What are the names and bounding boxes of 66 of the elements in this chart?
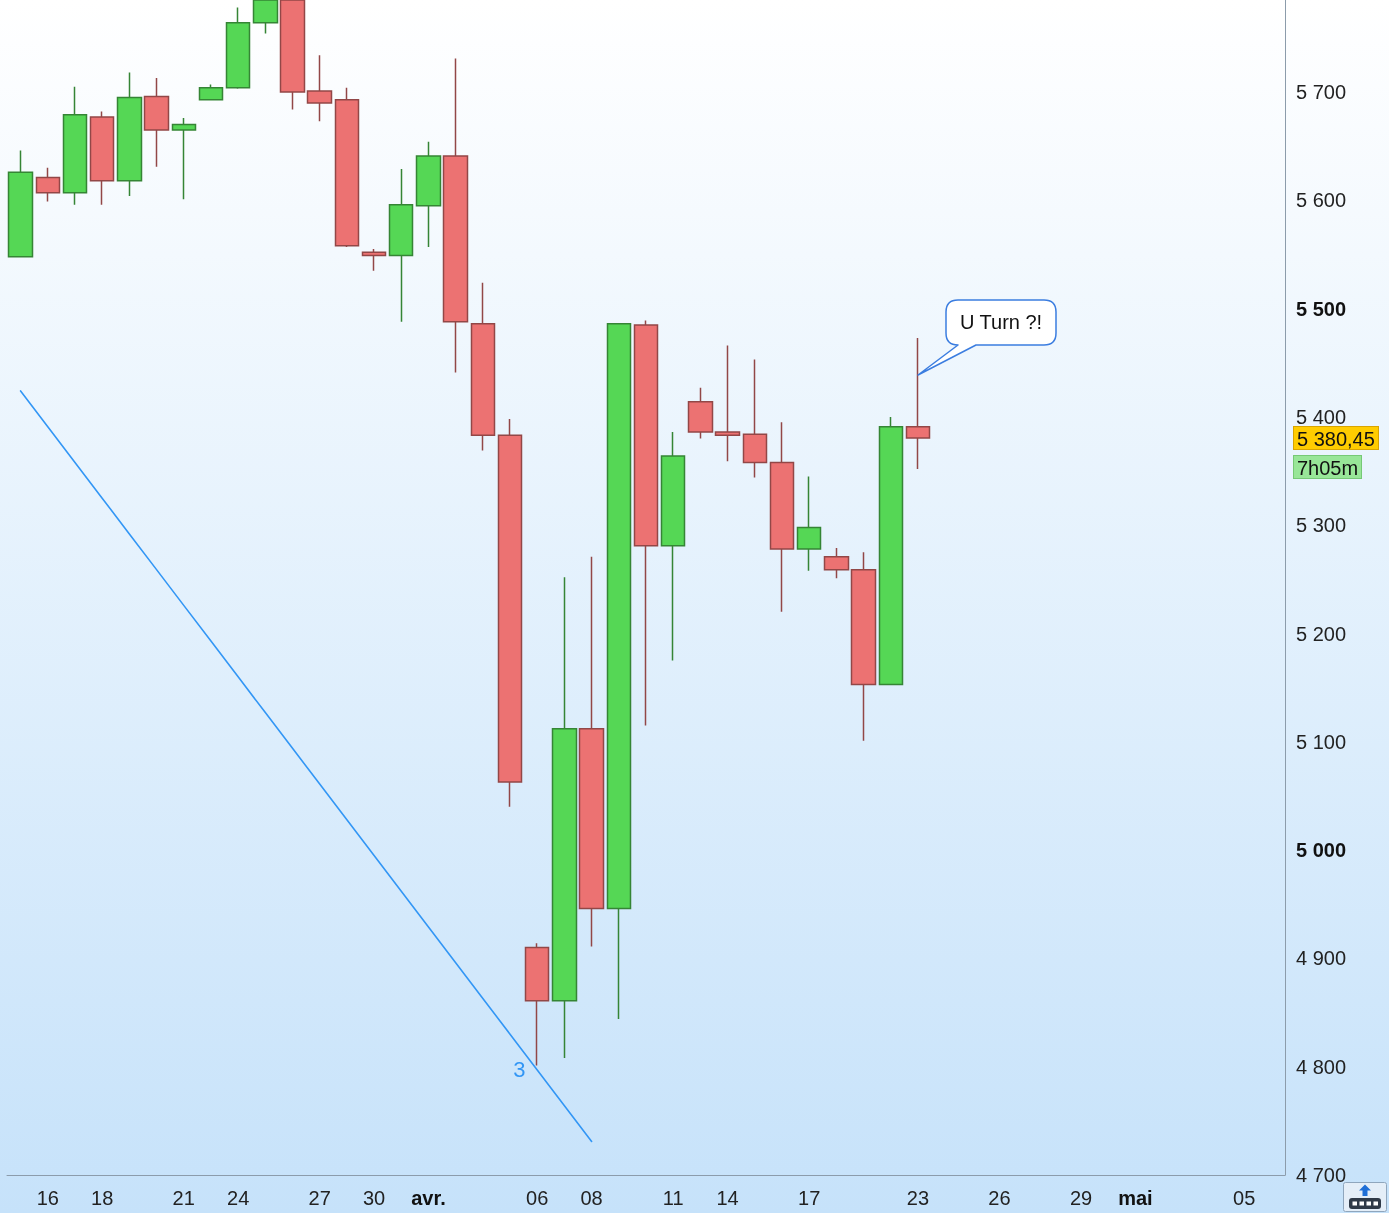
candlestick — [143, 77, 170, 168]
x-tick-label: 14 — [716, 1187, 739, 1209]
line-series — [19, 390, 593, 1143]
candlestick — [306, 54, 333, 123]
candlestick — [796, 475, 822, 572]
candlestick — [633, 319, 659, 727]
y-tick-label: 5 200 — [1296, 622, 1347, 645]
x-tick-label: avr. — [411, 1187, 446, 1209]
y-tick-label: 4 700 — [1296, 1164, 1347, 1186]
candlestick — [35, 167, 61, 203]
x-tick-label: 17 — [798, 1187, 821, 1209]
y-tick-label: 5 700 — [1296, 81, 1347, 104]
x-tick-label: 27 — [308, 1187, 331, 1209]
annotation: 3 — [513, 1056, 526, 1083]
candlestick — [687, 386, 714, 440]
text: 7h05m — [1293, 455, 1363, 480]
candlestick — [116, 71, 143, 197]
candlestick — [497, 418, 523, 808]
x-tick-label: 29 — [1069, 1187, 1093, 1209]
x-tick-label: 08 — [580, 1187, 603, 1209]
y-tick-label: 5 000 — [1296, 839, 1347, 862]
candlestick — [551, 576, 578, 1059]
x-tick-label: 21 — [172, 1187, 195, 1209]
candlestick — [660, 431, 686, 662]
candlestick — [198, 83, 224, 101]
x-tick-label: 23 — [906, 1187, 930, 1209]
candlestick — [7, 149, 34, 258]
x-tick-label: 11 — [662, 1187, 684, 1209]
candlestick — [714, 344, 741, 463]
candlestick — [823, 547, 850, 580]
candlestick — [742, 358, 768, 479]
candlestick — [89, 110, 115, 206]
x-tick-label: 06 — [526, 1187, 549, 1209]
x-tick-label: 24 — [227, 1187, 250, 1209]
candlestick — [388, 168, 414, 323]
candlestick — [878, 416, 904, 686]
candlestick — [62, 85, 88, 206]
candlestick — [279, 0, 306, 111]
candlestick — [252, 0, 279, 35]
candlestick — [415, 141, 442, 248]
candlestick — [334, 86, 360, 248]
y-tick-label: 5 400 — [1296, 405, 1347, 428]
y-tick-label: 5 300 — [1296, 514, 1347, 537]
x-tick-label: 16 — [36, 1187, 59, 1209]
candlestick — [171, 117, 197, 201]
candlestick — [225, 6, 251, 90]
x-tick-label: 30 — [362, 1187, 386, 1209]
y-tick-label: 5 600 — [1296, 189, 1347, 212]
candlestick — [470, 281, 496, 452]
candlestick — [850, 551, 877, 742]
x-tick-label: 05 — [1233, 1187, 1256, 1209]
y-tick-label: 5 500 — [1296, 297, 1347, 320]
x-tick-label: 18 — [91, 1187, 114, 1209]
y-tick-label: 5 100 — [1296, 730, 1347, 753]
text: 5 380,45 — [1293, 426, 1379, 451]
candlestick — [769, 421, 795, 613]
candlestick — [905, 337, 931, 470]
candlestick — [524, 942, 550, 1067]
x-tick-label: 26 — [988, 1187, 1011, 1209]
x-tick-label: mai — [1118, 1187, 1153, 1209]
candlestick — [606, 323, 632, 1020]
candlestick — [578, 555, 605, 948]
candlestick — [442, 57, 469, 374]
annotation: U Turn ?! — [959, 310, 1043, 334]
y-tick-label: 4 800 — [1296, 1055, 1347, 1078]
y-tick-label: 4 900 — [1296, 947, 1347, 970]
